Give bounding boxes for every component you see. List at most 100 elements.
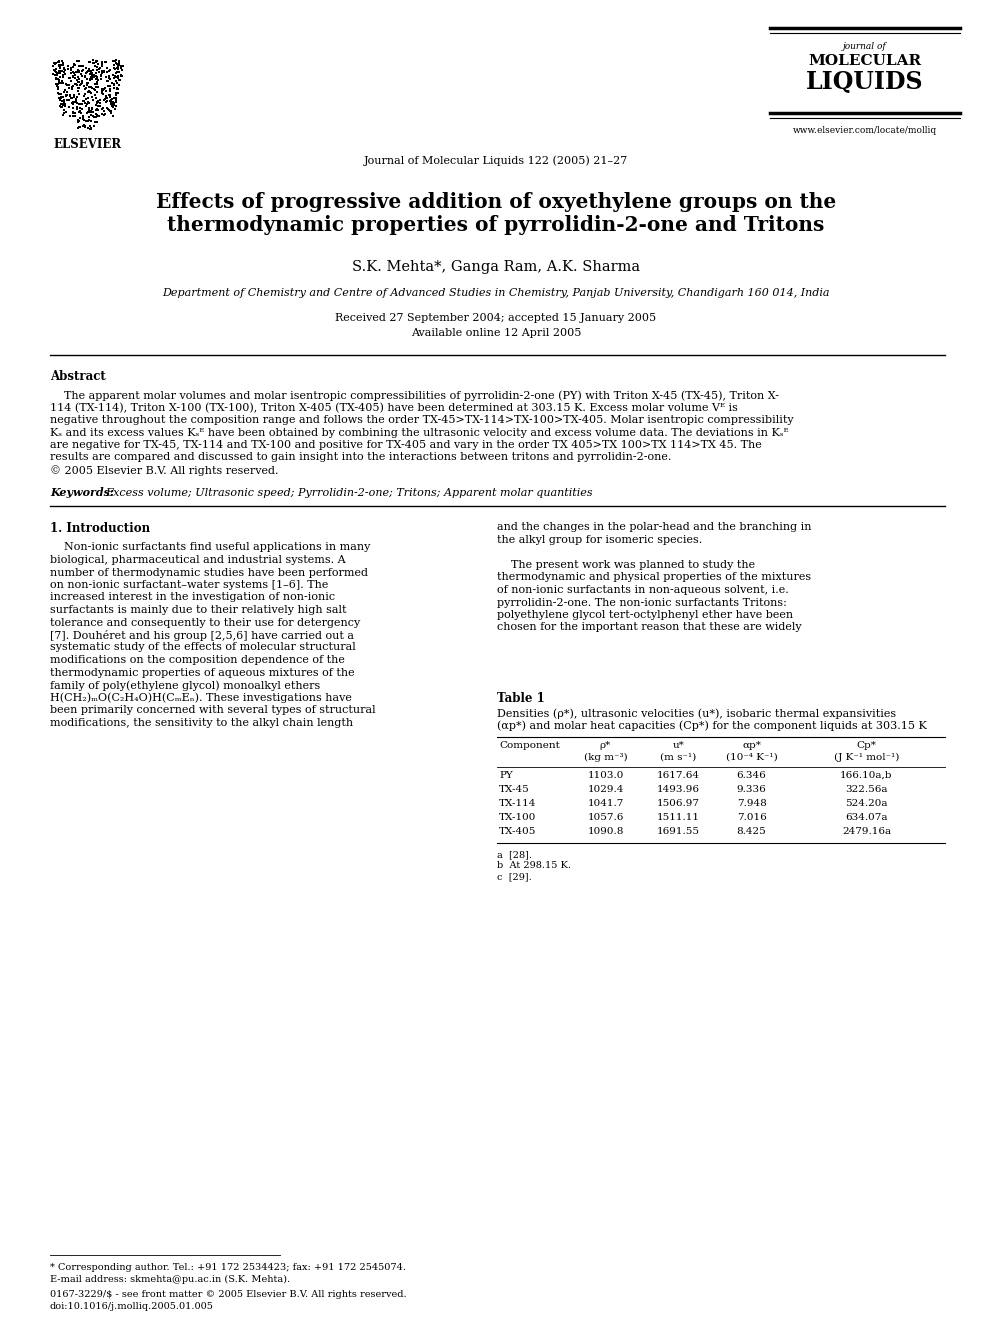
Text: 7.948: 7.948 — [737, 799, 767, 807]
Point — [102, 101, 118, 122]
Point — [86, 53, 102, 74]
Text: surfactants is mainly due to their relatively high salt: surfactants is mainly due to their relat… — [50, 605, 346, 615]
Point — [85, 60, 101, 81]
Point — [79, 73, 95, 94]
Point — [63, 62, 79, 83]
Point — [54, 71, 69, 93]
Point — [86, 78, 102, 99]
Text: tolerance and consequently to their use for detergency: tolerance and consequently to their use … — [50, 618, 360, 627]
Point — [106, 75, 122, 97]
Point — [53, 62, 68, 83]
Point — [94, 82, 110, 103]
Text: number of thermodynamic studies have been performed: number of thermodynamic studies have bee… — [50, 568, 368, 578]
Point — [87, 79, 103, 101]
Point — [54, 97, 69, 118]
Point — [59, 85, 74, 106]
Point — [80, 61, 96, 82]
Point — [86, 107, 102, 128]
Point — [94, 56, 110, 77]
Point — [111, 70, 127, 91]
Point — [60, 82, 75, 103]
Point — [88, 66, 104, 87]
Text: TX-114: TX-114 — [499, 799, 537, 807]
Point — [75, 91, 91, 112]
Point — [66, 85, 82, 106]
Text: of non-ionic surfactants in non-aqueous solvent, i.e.: of non-ionic surfactants in non-aqueous … — [497, 585, 789, 595]
Point — [68, 97, 84, 118]
Point — [104, 95, 120, 116]
Point — [92, 57, 108, 78]
Point — [56, 52, 71, 73]
Point — [86, 52, 102, 73]
Point — [94, 62, 110, 83]
Point — [83, 82, 99, 103]
Point — [58, 94, 73, 115]
Text: modifications on the composition dependence of the: modifications on the composition depende… — [50, 655, 345, 665]
Text: H(CH₂)ₘO(C₂H₄O)H(CₘEₙ). These investigations have: H(CH₂)ₘO(C₂H₄O)H(CₘEₙ). These investigat… — [50, 692, 352, 703]
Point — [72, 94, 88, 115]
Point — [84, 78, 100, 99]
Point — [113, 57, 129, 78]
Point — [98, 87, 114, 108]
Point — [54, 50, 69, 71]
Point — [110, 52, 126, 73]
Point — [108, 82, 124, 103]
Point — [51, 77, 66, 98]
Point — [108, 54, 124, 75]
Point — [111, 50, 127, 71]
Point — [108, 91, 124, 112]
Point — [84, 66, 100, 87]
Text: 524.20a: 524.20a — [845, 799, 888, 807]
Point — [77, 115, 93, 136]
Point — [67, 65, 83, 86]
Point — [97, 66, 113, 87]
Point — [84, 86, 100, 107]
Point — [70, 81, 86, 102]
Text: increased interest in the investigation of non-ionic: increased interest in the investigation … — [50, 593, 335, 602]
Point — [66, 91, 82, 112]
Point — [97, 103, 113, 124]
Point — [52, 60, 67, 81]
Point — [76, 110, 92, 131]
Point — [99, 70, 115, 91]
Point — [83, 118, 99, 139]
Text: [7]. Douhéret and his group [2,5,6] have carried out a: [7]. Douhéret and his group [2,5,6] have… — [50, 630, 354, 642]
Point — [51, 62, 66, 83]
Text: a  [28].: a [28]. — [497, 851, 532, 860]
Point — [58, 74, 73, 95]
Point — [83, 98, 99, 119]
Point — [62, 60, 78, 81]
Point — [81, 116, 97, 138]
Point — [105, 97, 121, 118]
Point — [99, 87, 115, 108]
Point — [73, 102, 89, 123]
Point — [63, 87, 79, 108]
Point — [81, 64, 97, 85]
Point — [79, 62, 95, 83]
Point — [51, 69, 66, 90]
Point — [51, 56, 66, 77]
Point — [83, 62, 99, 83]
Point — [50, 64, 65, 85]
Text: 7.016: 7.016 — [737, 812, 767, 822]
Point — [72, 74, 88, 95]
Point — [101, 81, 117, 102]
Point — [89, 60, 105, 81]
Point — [90, 106, 106, 127]
Point — [81, 77, 97, 98]
Text: PY: PY — [499, 770, 513, 779]
Point — [86, 66, 102, 87]
Point — [66, 87, 82, 108]
Point — [83, 66, 99, 87]
Point — [98, 52, 114, 73]
Point — [67, 91, 83, 112]
Point — [58, 60, 73, 81]
Point — [95, 79, 111, 101]
Point — [85, 89, 101, 110]
Point — [93, 65, 109, 86]
Point — [63, 58, 79, 79]
Point — [49, 75, 64, 97]
Point — [94, 103, 110, 124]
Point — [109, 73, 125, 94]
Text: 322.56a: 322.56a — [845, 785, 888, 794]
